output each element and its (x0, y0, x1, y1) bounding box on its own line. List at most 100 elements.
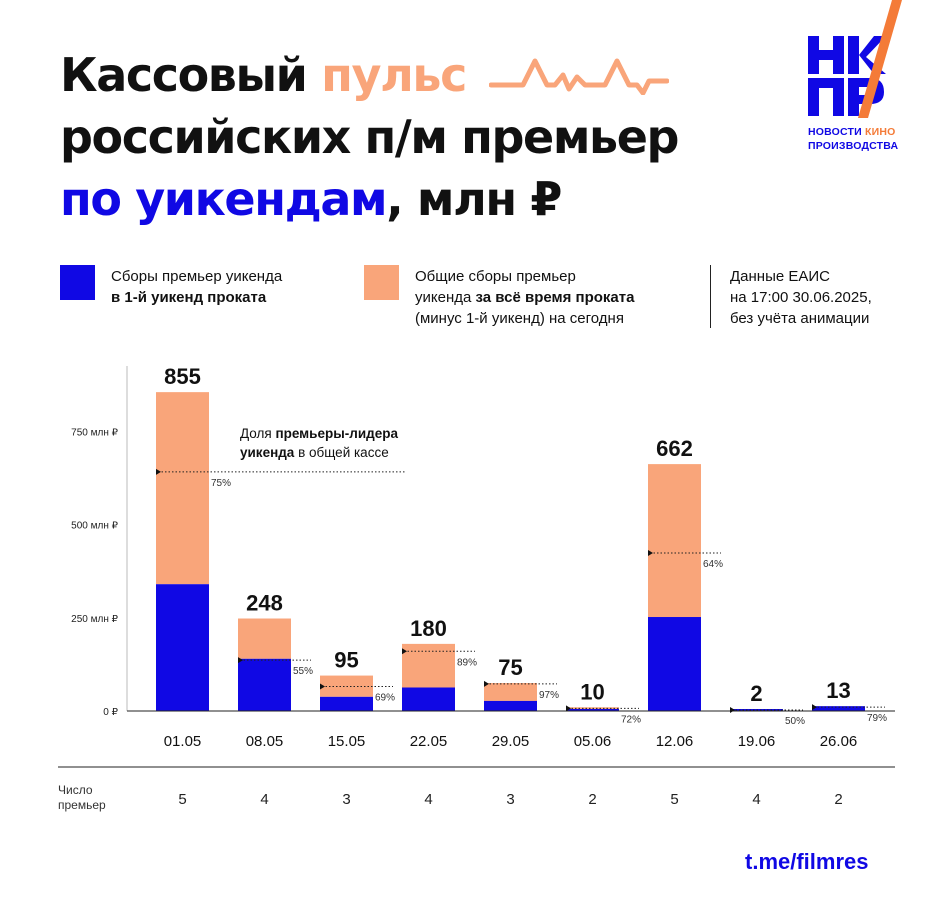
bar-value-label: 180 (410, 616, 447, 641)
telegram-link[interactable]: t.me/filmres (745, 849, 869, 874)
title-line-1: Кассовый пульс (60, 44, 678, 106)
leader-share-label: 75% (211, 478, 231, 489)
title-line-2: российских п/м премьер (60, 110, 679, 164)
premiere-count: 4 (752, 791, 760, 808)
nkp-logo: НОВОСТИ КИНО ПРОИЗВОДСТВА (806, 0, 916, 160)
bar-total-29.05 (484, 683, 537, 701)
premiere-count: 4 (424, 791, 432, 808)
legend-divider (710, 265, 711, 328)
legend-first-line2: в 1-й уикенд проката (111, 289, 267, 306)
leader-share-marker (566, 705, 571, 712)
x-tick-label: 12.06 (656, 733, 694, 750)
bar-total-01.05 (156, 392, 209, 585)
leader-share-label: 69% (375, 693, 395, 704)
leader-share-label: 79% (867, 713, 887, 724)
bar-total-12.06 (648, 464, 701, 618)
premiere-count: 2 (834, 791, 842, 808)
leader-share-marker (730, 707, 735, 713)
premiere-count: 3 (342, 791, 350, 808)
premiere-count: 4 (260, 791, 268, 808)
x-tick-label: 01.05 (164, 733, 202, 750)
bars (156, 392, 865, 711)
legend-swatch-total (364, 265, 399, 300)
y-tick-label: 500 млн ₽ (71, 521, 118, 532)
premiere-count: 2 (588, 791, 596, 808)
leader-share-marker (156, 468, 161, 475)
x-tick-label: 08.05 (246, 733, 284, 750)
leader-share-annotation-line2: уикенда в общей кассе (240, 445, 389, 460)
bar-value-label: 2 (750, 681, 762, 706)
page-title: Кассовый пульс российских п/м премьер по… (60, 44, 679, 230)
pulse-icon (488, 58, 669, 95)
premiere-count: 3 (506, 791, 514, 808)
bar-value-label: 248 (246, 591, 283, 616)
y-tick-label: 250 млн ₽ (71, 614, 118, 625)
legend-rest-line2a: уикенда (415, 289, 476, 306)
info-line3: без учёта анимации (730, 310, 870, 327)
legend-label-first-weekend: Сборы премьер уикенда в 1-й уикенд прока… (111, 266, 282, 308)
bar-first-weekend-01.05 (156, 584, 209, 711)
leader-share-marker (320, 683, 325, 690)
legend-label-total: Общие сборы премьер уикенда за всё время… (415, 266, 634, 329)
legend-swatch-first-weekend (60, 265, 95, 300)
leader-share-annotation-line1: Доля премьеры-лидера (240, 426, 398, 441)
bar-labels: 855 75% 01.05 5 248 55% 08.05 4 95 69% 15.05 3 180 89… (156, 364, 887, 808)
data-source-note: Данные ЕАИС на 17:00 30.06.2025, без учё… (730, 266, 872, 329)
bar-first-weekend-12.06 (648, 617, 701, 711)
bar-value-label: 10 (580, 679, 604, 704)
leader-share-label: 89% (457, 657, 477, 668)
bar-first-weekend-05.06 (566, 709, 619, 711)
premiere-count: 5 (178, 791, 186, 808)
premiere-count-title: Число премьер (58, 783, 106, 812)
info-line2: на 17:00 30.06.2025, (730, 289, 872, 306)
leader-share-marker (812, 704, 817, 711)
logo-caption-news: НОВОСТИ (808, 126, 866, 138)
leader-share-marker (238, 657, 243, 664)
y-axis-ticks: 0 ₽ 250 млн ₽ 500 млн ₽ 750 млн ₽ (71, 427, 118, 718)
logo-caption-production: ПРОИЗВОДСТВА (808, 140, 899, 152)
bar-value-label: 95 (334, 648, 358, 673)
bar-value-label: 13 (826, 678, 850, 703)
x-tick-label: 19.06 (738, 733, 776, 750)
title-word-kassovy: Кассовый (60, 48, 322, 102)
title-word-weekends: по уикендам (60, 172, 388, 226)
logo-caption: НОВОСТИ КИНО ПРОИЗВОДСТВА (808, 125, 898, 153)
legend-rest-line1: Общие сборы премьер (415, 268, 576, 285)
x-tick-label: 26.06 (820, 733, 858, 750)
bar-first-weekend-26.06 (812, 706, 865, 711)
x-tick-label: 15.05 (328, 733, 366, 750)
leader-share-label: 97% (539, 690, 559, 701)
legend-rest-line2b: за всё время проката (475, 289, 635, 306)
leader-share-marker (402, 648, 407, 655)
logo-mark-icon (808, 0, 902, 118)
bar-first-weekend-29.05 (484, 700, 537, 711)
x-tick-label: 22.05 (410, 733, 448, 750)
legend-rest-line3: (минус 1-й уикенд) на сегодня (415, 310, 624, 327)
bar-first-weekend-22.05 (402, 687, 455, 711)
leader-share-marker (484, 680, 489, 687)
leader-share-label: 72% (621, 714, 641, 725)
premiere-count: 5 (670, 791, 678, 808)
leader-share-marker (648, 549, 653, 556)
title-word-puls: пульс (321, 48, 467, 102)
legend-first-line1: Сборы премьер уикенда (111, 268, 283, 285)
bar-first-weekend-08.05 (238, 658, 291, 711)
leader-share-label: 50% (785, 716, 805, 727)
y-tick-label: 750 млн ₽ (71, 427, 118, 438)
info-line1: Данные ЕАИС (730, 268, 830, 285)
x-tick-label: 05.06 (574, 733, 612, 750)
leader-share-label: 55% (293, 666, 313, 677)
bar-total-08.05 (238, 618, 291, 659)
title-line-3: по уикендам, млн ₽ (60, 168, 678, 230)
bar-total-22.05 (402, 643, 455, 688)
bar-value-label: 855 (164, 364, 201, 389)
bar-value-label: 75 (498, 655, 522, 680)
bar-first-weekend-15.05 (320, 696, 373, 711)
bar-value-label: 662 (656, 436, 693, 461)
leader-share-label: 64% (703, 559, 723, 570)
title-unit: , млн ₽ (386, 172, 562, 226)
y-tick-label: 0 ₽ (103, 707, 118, 718)
logo-caption-kino: КИНО (865, 126, 896, 138)
x-tick-label: 29.05 (492, 733, 530, 750)
